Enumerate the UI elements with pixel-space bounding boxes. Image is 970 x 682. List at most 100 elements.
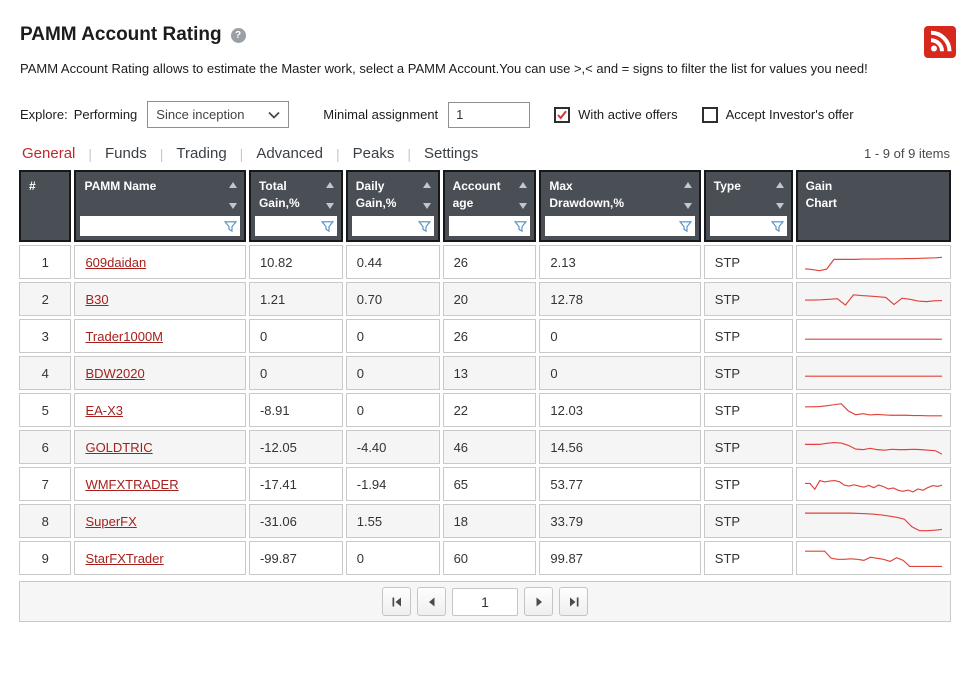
sort-desc-icon[interactable] <box>228 203 237 209</box>
tab-funds[interactable]: Funds <box>105 145 147 162</box>
checkbox-accept-investor-s-offer[interactable]: Accept Investor's offer <box>701 106 854 123</box>
sort-arrows-icon[interactable] <box>325 182 334 209</box>
checkbox-checked-icon[interactable] <box>554 106 571 123</box>
column-filter-input[interactable] <box>351 216 418 236</box>
pamm-name-link[interactable]: Trader1000M <box>85 328 164 344</box>
daily-gain-cell: -4.40 <box>345 430 440 464</box>
first-page-button[interactable] <box>382 587 411 616</box>
max-drawdown-cell: 33.79 <box>539 504 701 538</box>
column-filter[interactable] <box>351 216 434 236</box>
column-filter-input[interactable] <box>254 216 321 236</box>
sort-asc-icon[interactable] <box>325 182 334 188</box>
checkbox-label: Accept Investor's offer <box>725 107 854 122</box>
minimal-assignment-input[interactable] <box>448 101 531 128</box>
help-icon[interactable]: ? <box>230 27 246 43</box>
page-number-input[interactable] <box>452 587 518 616</box>
column-label: Account age <box>452 179 501 210</box>
gain-chart-cell <box>795 393 951 427</box>
daily-gain-cell: 0 <box>345 356 440 390</box>
column-header-max-drawdown[interactable]: Max Drawdown,% <box>539 170 701 242</box>
pagination-bar <box>19 581 951 622</box>
tab-separator: | <box>336 145 340 162</box>
pamm-name-link[interactable]: 609daidan <box>85 254 147 270</box>
filter-funnel-icon[interactable] <box>514 220 528 233</box>
sort-desc-icon[interactable] <box>422 203 431 209</box>
checkbox-unchecked-icon[interactable] <box>701 106 718 123</box>
column-filter[interactable] <box>709 216 787 236</box>
sort-asc-icon[interactable] <box>228 182 237 188</box>
explore-label: Explore: <box>20 107 68 122</box>
column-header-type[interactable]: Type <box>703 170 793 242</box>
column-filter-input[interactable] <box>709 216 771 236</box>
column-header-total-gain[interactable]: Total Gain,% <box>248 170 343 242</box>
checkbox-with-active-offers[interactable]: With active offers <box>554 106 678 123</box>
sort-arrows-icon[interactable] <box>519 182 528 209</box>
table-row: 2 B30 1.21 0.70 20 12.78 STP <box>19 282 951 316</box>
column-header-gain-chart: Gain Chart <box>795 170 951 242</box>
filter-funnel-icon[interactable] <box>770 220 784 233</box>
filter-funnel-icon[interactable] <box>223 220 237 233</box>
sort-desc-icon[interactable] <box>775 203 784 209</box>
pamm-name-link[interactable]: B30 <box>85 291 109 307</box>
pamm-name-link[interactable]: GOLDTRIC <box>85 439 153 455</box>
sort-desc-icon[interactable] <box>519 203 528 209</box>
filter-funnel-icon[interactable] <box>320 220 334 233</box>
pamm-name-link[interactable]: EA-X3 <box>85 402 124 418</box>
pamm-name-cell: WMFXTRADER <box>74 467 246 501</box>
type-cell: STP <box>703 319 793 353</box>
tab-trading[interactable]: Trading <box>176 145 227 162</box>
sort-desc-icon[interactable] <box>683 203 692 209</box>
sort-arrows-icon[interactable] <box>228 182 237 209</box>
tab-settings[interactable]: Settings <box>424 145 479 162</box>
rss-icon[interactable] <box>924 26 956 58</box>
max-drawdown-cell: 12.78 <box>539 282 701 316</box>
gain-sparkline <box>804 338 942 340</box>
daily-gain-cell: 0.44 <box>345 245 440 279</box>
sort-asc-icon[interactable] <box>519 182 528 188</box>
column-header-pamm-name[interactable]: PAMM Name <box>74 170 246 242</box>
total-gain-cell: -31.06 <box>248 504 343 538</box>
filter-funnel-icon[interactable] <box>678 220 692 233</box>
sort-arrows-icon[interactable] <box>683 182 692 209</box>
gain-chart-cell <box>795 356 951 390</box>
seek-end-icon <box>569 597 578 606</box>
gain-chart-cell <box>795 430 951 464</box>
sort-arrows-icon[interactable] <box>775 182 784 209</box>
column-header-account-age[interactable]: Account age <box>442 170 537 242</box>
pamm-name-link[interactable]: WMFXTRADER <box>85 476 179 492</box>
sort-asc-icon[interactable] <box>775 182 784 188</box>
sort-desc-icon[interactable] <box>325 203 334 209</box>
pamm-name-link[interactable]: StarFXTrader <box>85 550 164 566</box>
last-page-button[interactable] <box>559 587 588 616</box>
rating-table: # PAMM Name Total Gain,% Daily Gain,% Accoun… <box>16 167 954 578</box>
sort-asc-icon[interactable] <box>422 182 431 188</box>
period-select-value: Since inception <box>156 107 245 122</box>
sort-asc-icon[interactable] <box>683 182 692 188</box>
tab-general[interactable]: General <box>22 145 76 162</box>
column-filter[interactable] <box>545 216 695 236</box>
tab-peaks[interactable]: Peaks <box>352 145 395 162</box>
sort-arrows-icon[interactable] <box>422 182 431 209</box>
pamm-name-link[interactable]: SuperFX <box>85 513 137 529</box>
total-gain-cell: 0 <box>248 319 343 353</box>
column-filter[interactable] <box>448 216 531 236</box>
column-header-daily-gain[interactable]: Daily Gain,% <box>345 170 440 242</box>
period-select[interactable]: Since inception <box>147 101 290 128</box>
pamm-name-link[interactable]: BDW2020 <box>85 365 145 381</box>
filter-funnel-icon[interactable] <box>417 220 431 233</box>
total-gain-cell: -17.41 <box>248 467 343 501</box>
column-filter[interactable] <box>254 216 337 236</box>
tab-advanced[interactable]: Advanced <box>256 145 324 162</box>
type-cell: STP <box>703 467 793 501</box>
column-filter-input[interactable] <box>448 216 515 236</box>
column-filter[interactable] <box>80 216 240 236</box>
pamm-name-cell: 609daidan <box>74 245 246 279</box>
column-filter-input[interactable] <box>545 216 679 236</box>
prev-page-button[interactable] <box>417 587 446 616</box>
next-page-button[interactable] <box>524 587 553 616</box>
pamm-name-cell: EA-X3 <box>74 393 246 427</box>
column-filter-input[interactable] <box>80 216 224 236</box>
daily-gain-cell: 0 <box>345 319 440 353</box>
gain-chart-cell <box>795 467 951 501</box>
